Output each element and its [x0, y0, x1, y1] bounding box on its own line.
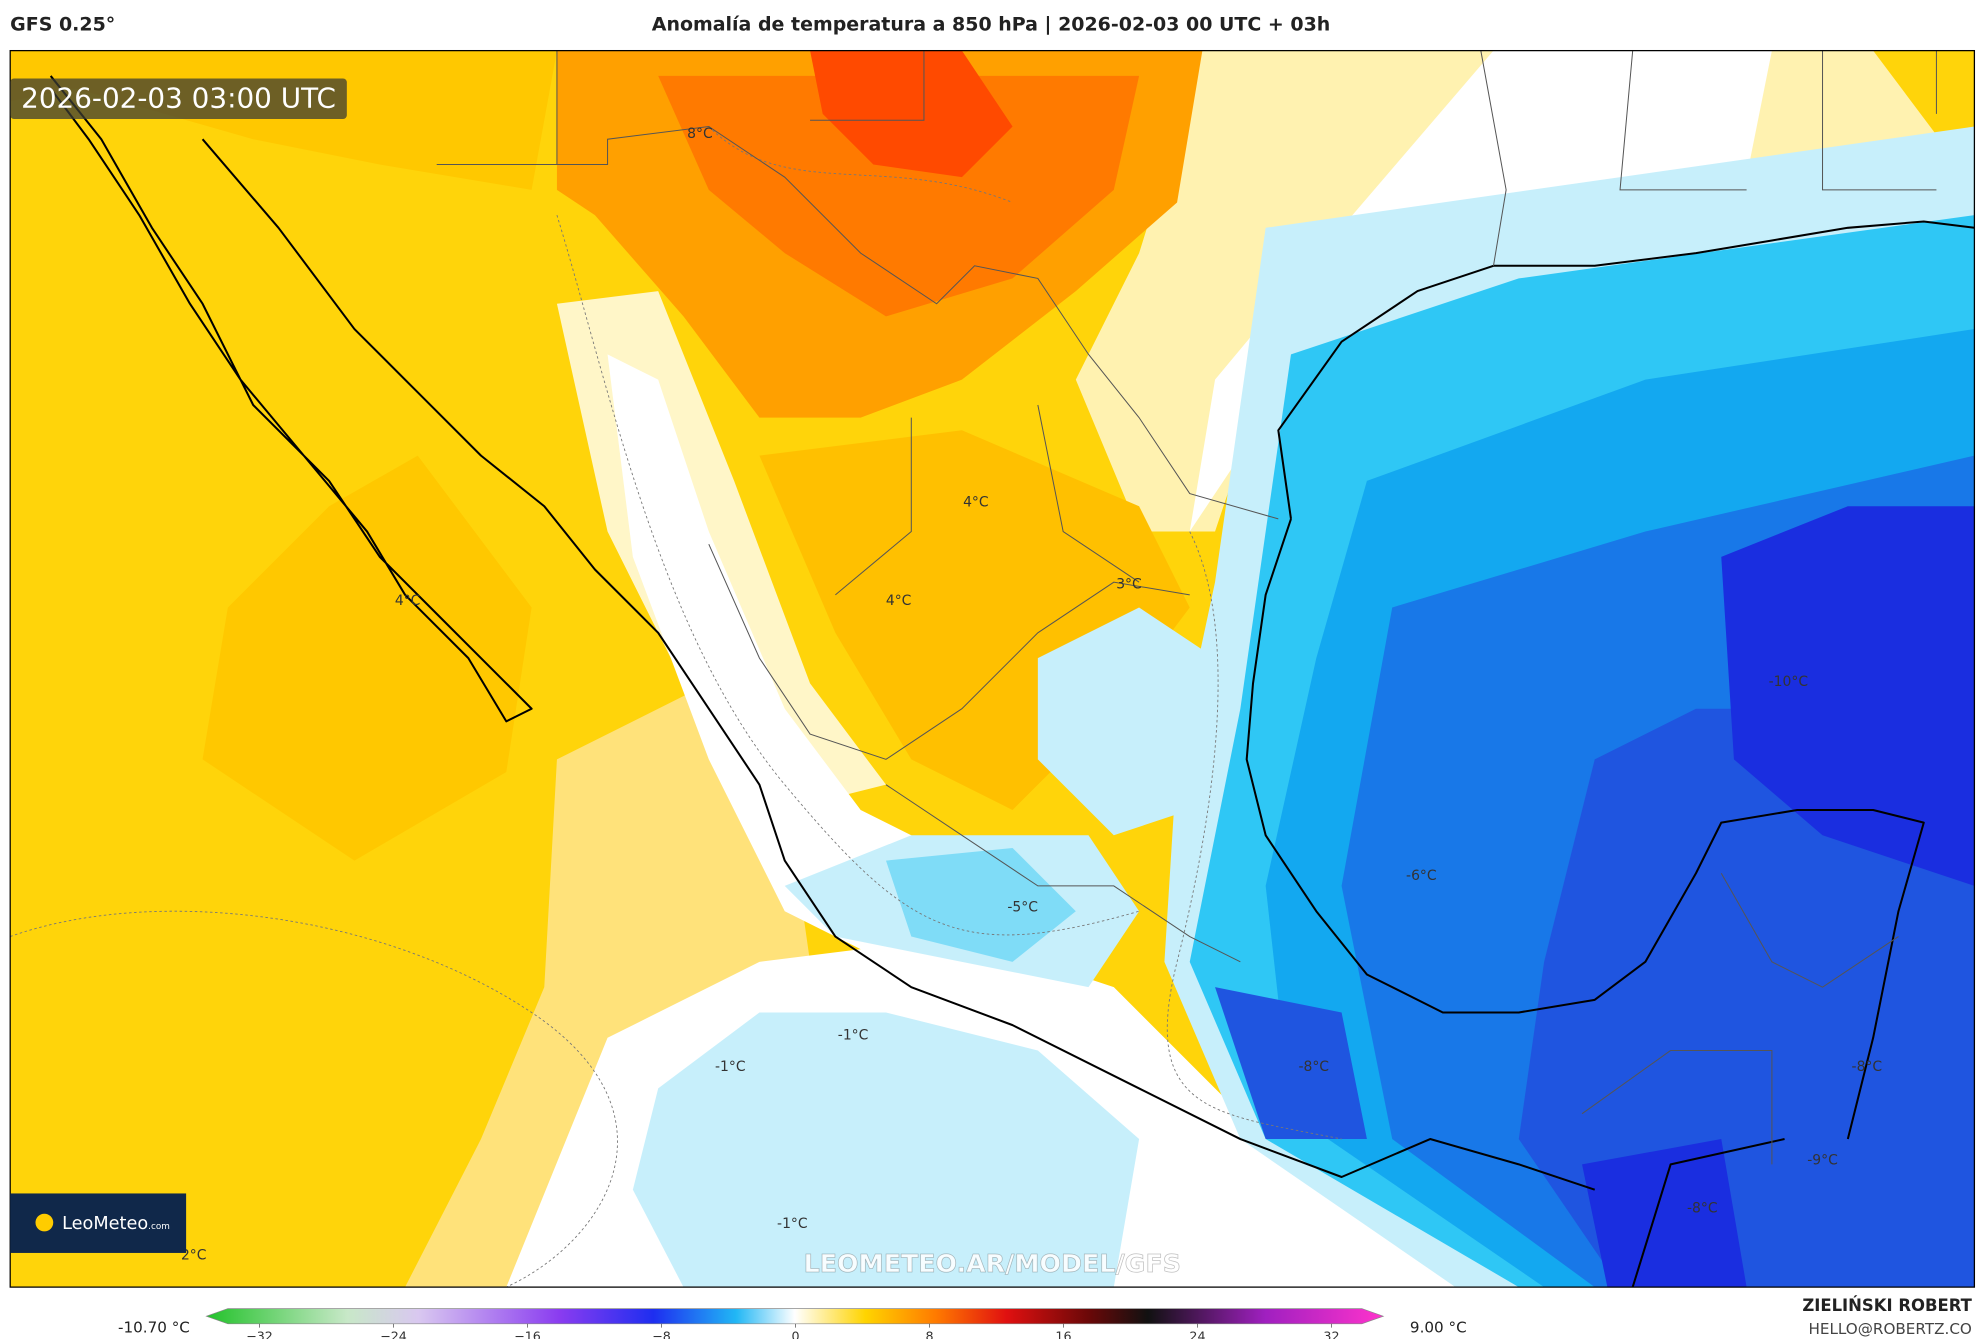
contour-line: [556, 215, 1140, 936]
anomaly-area: [405, 683, 811, 1288]
contour-label: -10°C: [1769, 674, 1808, 690]
contour-labels: 8°C 4°C 4°C 3°C 4°C -10°C -6°C -5°C -1°C -1°C -8°C…: [181, 126, 1882, 1263]
contour-label: 8°C: [687, 126, 713, 142]
contour-label: -8°C: [1852, 1059, 1883, 1075]
map-area: [10, 50, 1975, 1288]
border-line: [708, 404, 1899, 1165]
anomaly-area: [1037, 607, 1216, 836]
contact: HELLO@ROBERTZ.CO: [1808, 1320, 1971, 1338]
colorbar-max: 9.00 °C: [1410, 1319, 1467, 1337]
timestamp: 2026-02-03 03:00 UTC: [21, 82, 336, 115]
coastline: [1631, 1138, 1785, 1288]
model-name: GFS 0.25°: [10, 13, 115, 35]
contour-label: -6°C: [1406, 868, 1437, 884]
anomaly-area: [1721, 506, 1975, 886]
watermark: LEOMETEO.AR/MODEL/GFS: [804, 1249, 1181, 1278]
coastline: [1277, 220, 1975, 520]
colorbar-min: -10.70 °C: [118, 1319, 190, 1337]
logo-sun: [35, 1213, 54, 1232]
border-line: [436, 126, 1279, 520]
contour-label: 4°C: [963, 494, 989, 510]
timestamp-box: [10, 78, 347, 119]
contour-label: -1°C: [777, 1216, 808, 1232]
contour-label: -5°C: [1007, 899, 1038, 915]
anomaly-area: [1518, 708, 1975, 1288]
colorbar-tick-label: 16: [1055, 1328, 1071, 1339]
coastline: [49, 75, 533, 723]
logo-suffix: .com: [148, 1222, 170, 1232]
colorbar-tick-label: −24: [380, 1328, 407, 1339]
colorbar-tick-label: −16: [514, 1328, 541, 1339]
anomaly-area: [202, 455, 532, 861]
colorbar-tick-label: 32: [1323, 1328, 1339, 1339]
contour-label: -8°C: [1298, 1059, 1329, 1075]
contour-label: 4°C: [395, 593, 421, 609]
colorbar-tick-label: 0: [791, 1328, 799, 1339]
colorbar-ticks: −32 −24 −16 −8 0 8 16 24 32: [246, 1323, 1340, 1339]
colorbar-tick-label: 8: [925, 1328, 933, 1339]
coastline: [201, 138, 1596, 1191]
anomaly-area: [885, 847, 1076, 962]
contour-label: -9°C: [1807, 1153, 1838, 1169]
contour-label: 2°C: [181, 1247, 207, 1263]
anomaly-area: [1582, 1139, 1747, 1288]
map-frame: [9, 49, 1976, 1288]
anomaly-area: [810, 50, 1013, 178]
anomaly-area: [1189, 50, 1772, 532]
anomaly-area: [658, 75, 1140, 317]
colorbar-tick-label: −32: [246, 1328, 273, 1339]
map-title: Anomalía de temperatura a 850 hPa | 2026…: [652, 13, 1331, 35]
anomaly-area: [1215, 987, 1367, 1140]
colorbar-tick-label: 24: [1189, 1328, 1205, 1339]
anomaly-area: [632, 1012, 1140, 1288]
contour-label: -1°C: [715, 1059, 746, 1075]
colorbar: [205, 1308, 1385, 1325]
author: ZIELIŃSKI ROBERT: [1802, 1296, 1972, 1315]
anomaly-area: [607, 354, 962, 962]
logo: LeoMeteo.com: [62, 1214, 170, 1234]
contour-label: -8°C: [1687, 1201, 1718, 1217]
logo-brand: LeoMeteo: [62, 1214, 148, 1234]
border-line: [556, 50, 1937, 266]
contour-line: [1167, 531, 1342, 1140]
contour-line: [10, 910, 618, 1288]
contour-label: -1°C: [838, 1027, 869, 1043]
colorbar-tick-label: −8: [652, 1328, 671, 1339]
coastline: [1245, 518, 1925, 1140]
contour-label: 3°C: [1116, 577, 1142, 593]
contour-label: 4°C: [886, 593, 912, 609]
